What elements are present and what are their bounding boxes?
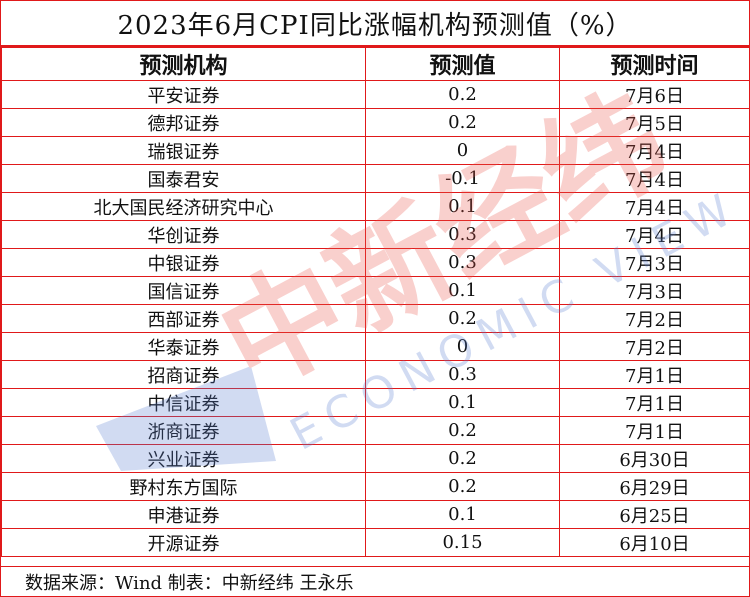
table-row: 野村东方国际 0.2 6月29日 (1, 472, 750, 501)
cell-forecast-value: 0.1 (365, 500, 560, 529)
cell-forecast-date: 6月29日 (559, 472, 750, 501)
source-note: 数据来源：Wind 制表：中新经纬 王永乐 (1, 566, 749, 596)
cell-forecast-value: 0 (365, 332, 560, 361)
cell-institution: 国泰君安 (1, 164, 366, 193)
cell-forecast-date: 7月3日 (559, 248, 750, 277)
cell-institution: 兴业证券 (1, 444, 366, 473)
table-row: 中信证券 0.1 7月1日 (1, 388, 750, 417)
cell-forecast-date: 7月4日 (559, 136, 750, 165)
cell-forecast-value: 0 (365, 136, 560, 165)
cell-institution: 国信证券 (1, 276, 366, 305)
table-row: 北大国民经济研究中心 0.1 7月4日 (1, 192, 750, 221)
table-row: 国泰君安 -0.1 7月4日 (1, 164, 750, 193)
cell-forecast-date: 6月10日 (559, 528, 750, 557)
table-row: 招商证券 0.3 7月1日 (1, 360, 750, 389)
cell-forecast-date: 6月30日 (559, 444, 750, 473)
cell-forecast-value: 0.15 (365, 528, 560, 557)
header-row: 预测机构 预测值 预测时间 (1, 47, 750, 81)
cell-forecast-date: 7月1日 (559, 416, 750, 445)
cell-institution: 浙商证券 (1, 416, 366, 445)
cell-forecast-value: 0.3 (365, 360, 560, 389)
cell-forecast-date: 7月5日 (559, 108, 750, 137)
table-row: 华泰证券 0 7月2日 (1, 332, 750, 361)
cell-institution: 北大国民经济研究中心 (1, 192, 366, 221)
table-row: 申港证券 0.1 6月25日 (1, 500, 750, 529)
cell-institution: 中银证券 (1, 248, 366, 277)
cell-institution: 瑞银证券 (1, 136, 366, 165)
cell-forecast-date: 7月3日 (559, 276, 750, 305)
cell-forecast-date: 7月4日 (559, 220, 750, 249)
table-row: 开源证券 0.15 6月10日 (1, 528, 750, 557)
table-title: 2023年6月CPI同比涨幅机构预测值（%） (1, 1, 749, 47)
cell-institution: 华创证券 (1, 220, 366, 249)
cell-forecast-date: 6月25日 (559, 500, 750, 529)
cell-forecast-value: 0.1 (365, 388, 560, 417)
cell-forecast-value: 0.2 (365, 108, 560, 137)
cell-forecast-value: 0.1 (365, 192, 560, 221)
cell-forecast-value: 0.1 (365, 276, 560, 305)
cell-forecast-date: 7月4日 (559, 192, 750, 221)
cell-forecast-value: 0.2 (365, 444, 560, 473)
cell-forecast-date: 7月1日 (559, 360, 750, 389)
cell-institution: 招商证券 (1, 360, 366, 389)
cell-forecast-date: 7月4日 (559, 164, 750, 193)
cell-forecast-date: 7月2日 (559, 332, 750, 361)
cell-forecast-value: 0.2 (365, 80, 560, 109)
table-row: 浙商证券 0.2 7月1日 (1, 416, 750, 445)
cell-institution: 申港证券 (1, 500, 366, 529)
cell-forecast-date: 7月6日 (559, 80, 750, 109)
header-forecast-value: 预测值 (365, 47, 560, 81)
table-row: 中银证券 0.3 7月3日 (1, 248, 750, 277)
table-row: 华创证券 0.3 7月4日 (1, 220, 750, 249)
cell-institution: 华泰证券 (1, 332, 366, 361)
cell-institution: 西部证券 (1, 304, 366, 333)
table-row: 西部证券 0.2 7月2日 (1, 304, 750, 333)
cell-forecast-value: 0.3 (365, 220, 560, 249)
cell-forecast-value: 0.3 (365, 248, 560, 277)
cell-forecast-value: 0.2 (365, 416, 560, 445)
table-row: 平安证券 0.2 7月6日 (1, 80, 750, 109)
cell-institution: 德邦证券 (1, 108, 366, 137)
table-row: 兴业证券 0.2 6月30日 (1, 444, 750, 473)
cell-institution: 开源证券 (1, 528, 366, 557)
cell-institution: 中信证券 (1, 388, 366, 417)
cell-forecast-date: 7月1日 (559, 388, 750, 417)
cell-institution: 野村东方国际 (1, 472, 366, 501)
table-row: 国信证券 0.1 7月3日 (1, 276, 750, 305)
table-body: 平安证券 0.2 7月6日 德邦证券 0.2 7月5日 瑞银证券 0 7月4日 国泰君安 -0.1 7… (1, 80, 750, 557)
forecast-table: 预测机构 预测值 预测时间 平安证券 0.2 7月6日 德邦证券 0.2 7月5日 瑞银证券… (1, 47, 750, 557)
cell-forecast-value: 0.2 (365, 472, 560, 501)
cell-forecast-date: 7月2日 (559, 304, 750, 333)
cell-forecast-value: 0.2 (365, 304, 560, 333)
table-row: 德邦证券 0.2 7月5日 (1, 108, 750, 137)
cell-institution: 平安证券 (1, 80, 366, 109)
cell-forecast-value: -0.1 (365, 164, 560, 193)
header-forecast-date: 预测时间 (559, 47, 750, 81)
header-institution: 预测机构 (1, 47, 366, 81)
table-row: 瑞银证券 0 7月4日 (1, 136, 750, 165)
